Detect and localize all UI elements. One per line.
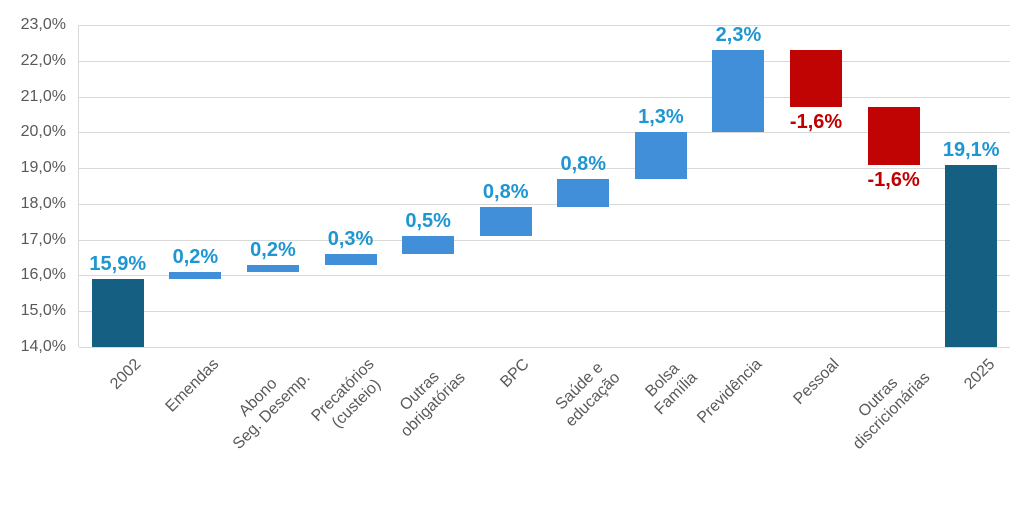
bar-bpc [479, 207, 532, 237]
value-label: 15,9% [89, 253, 147, 276]
gridline [79, 60, 1010, 62]
category-label: 2025 [960, 355, 998, 393]
gridline [79, 347, 1010, 348]
bar-outras-discricion-rias [867, 107, 920, 165]
y-tick-label: 17,0% [20, 230, 66, 248]
bar-emendas [169, 271, 222, 279]
y-axis: 14,0% 15,0% 16,0% 17,0% 18,0% 19,0% 20,0% 21,0%… [0, 17, 72, 355]
bar-precat-rios-custeio- [324, 253, 377, 265]
value-label: -1,6% [789, 111, 843, 134]
y-tick-label: 22,0% [20, 51, 66, 69]
value-label: 1,3% [638, 106, 684, 129]
bar-2025 [945, 164, 998, 347]
bar-2002 [91, 279, 144, 347]
gridline [79, 132, 1010, 134]
value-label: 0,3% [327, 227, 374, 250]
value-label: -1,6% [867, 168, 920, 191]
bar-sa-de-e-educa-o [557, 178, 610, 208]
gridline [79, 203, 1010, 205]
gridline [79, 239, 1010, 241]
value-label: 0,8% [482, 181, 529, 204]
value-label: 0,8% [560, 152, 607, 175]
y-tick-label: 23,0% [20, 16, 66, 33]
y-tick-label: 16,0% [20, 266, 66, 284]
x-axis: 2002 Emendas Abono Seg. Desemp. Precatórios… [79, 347, 1010, 506]
value-label: 0,5% [405, 210, 451, 233]
y-axis-line [78, 25, 79, 347]
y-tick-label: 19,0% [20, 159, 66, 177]
gridline [79, 275, 1010, 277]
y-tick-label: 21,0% [20, 87, 66, 105]
y-tick-label: 15,0% [20, 302, 66, 320]
value-label: 0,2% [172, 245, 219, 268]
bar-outras-obrigat-rias [402, 236, 455, 254]
category-label-wrap: 2025 [785, 355, 998, 393]
gridline [79, 25, 1010, 26]
value-label: 19,1% [942, 138, 1000, 161]
bar-previd-ncia [712, 50, 765, 133]
gridline [79, 96, 1010, 98]
gridline [79, 311, 1010, 313]
gridline [79, 168, 1010, 170]
y-tick-label: 18,0% [20, 194, 66, 212]
value-label: 0,2% [250, 238, 296, 261]
bar-pessoal [790, 50, 843, 108]
plot-area: 15,9% 0,2% 0,2% 0,3% 0,5% 0,8% 0,8% 1,3% 2,3% -1,… [78, 24, 1010, 348]
y-tick-label: 20,0% [20, 123, 66, 141]
bar-bolsa-fam-lia [634, 132, 687, 179]
bar-abono-seg-desemp- [246, 264, 299, 272]
value-label: 2,3% [715, 24, 762, 47]
y-tick-label: 14,0% [20, 338, 66, 355]
